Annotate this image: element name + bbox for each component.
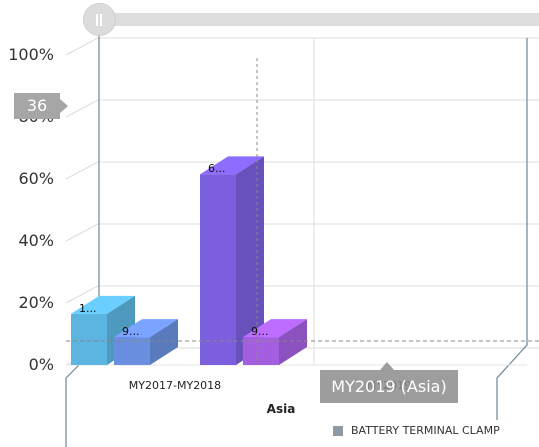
data-label: 9... (251, 325, 269, 339)
data-label: 9... (122, 325, 140, 339)
gridline-diagonal (65, 285, 99, 304)
bars-layer (71, 156, 307, 365)
crosshair-value-label: 36 (14, 93, 68, 119)
y-tick-label: 0% (28, 355, 54, 374)
bar-front (200, 174, 236, 365)
grip-icon (96, 14, 98, 26)
bar-top (71, 295, 135, 314)
gridline-diagonal (65, 161, 99, 180)
bar-side (279, 319, 307, 365)
data-label: 1... (79, 301, 97, 315)
left-axis-line (65, 20, 100, 447)
bar-front (114, 337, 150, 365)
bar-top (200, 156, 264, 175)
gridline-diagonal (65, 223, 99, 242)
legend-swatch (333, 425, 343, 436)
bar-front (71, 313, 107, 365)
legend[interactable]: BATTERY TERMINAL CLAMP (333, 424, 500, 437)
right-axis-line (496, 38, 528, 420)
legend-label: BATTERY TERMINAL CLAMP (351, 424, 500, 437)
bar-top (114, 319, 178, 338)
y-tick-label: 20% (18, 293, 54, 312)
x-tick-label: MY2017-MY2018 (128, 379, 222, 392)
x-axis-title: Asia (266, 402, 296, 416)
y-tick-label: 100% (8, 45, 54, 64)
overlay-layer (66, 58, 539, 365)
bar-side (150, 319, 178, 365)
hover-tooltip: MY2019 (Asia) (320, 362, 458, 403)
scrollbar-handle[interactable] (83, 3, 116, 36)
bar-front (243, 337, 279, 365)
y-tick-label: 60% (18, 169, 54, 188)
data-label: 6... (208, 162, 226, 176)
scrollbar-track[interactable] (100, 13, 539, 26)
bar-top (243, 319, 307, 338)
y-tick-label: 40% (18, 231, 54, 250)
grid-lines (65, 37, 539, 366)
gridline-diagonal (65, 37, 99, 56)
gridline-diagonal (65, 99, 99, 118)
